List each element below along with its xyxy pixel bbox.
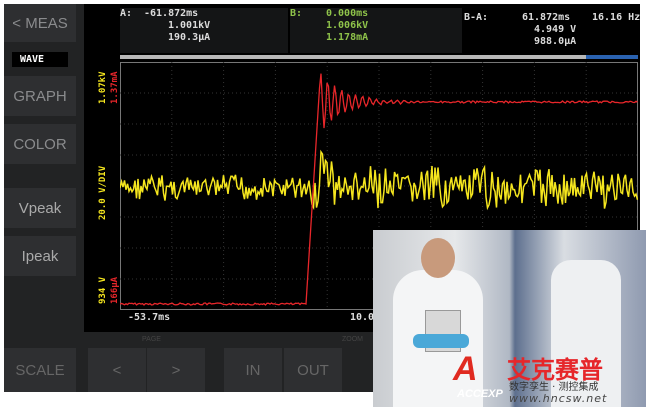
logo-mark-text: ACCEXP — [457, 388, 503, 400]
voltage-top-label: 1.07kV — [98, 71, 108, 104]
cursor-a-label: A: — [120, 8, 133, 19]
vpeak-button[interactable]: Vpeak — [4, 188, 76, 228]
logo-slogan: 数字孪生 · 测控集成 — [509, 382, 599, 393]
cursor-a-current: 190.3µA — [168, 32, 211, 43]
x-axis-left-label: -53.7ms — [128, 312, 171, 323]
delta-current: 988.0µA — [534, 36, 577, 47]
meas-back-button[interactable]: < MEAS — [4, 4, 76, 42]
page-next-button[interactable]: > — [147, 348, 205, 392]
cursor-a-time: -61.872ms — [144, 8, 199, 19]
delta-label: B-A: — [464, 12, 489, 23]
wave-label: WAVE — [12, 52, 68, 67]
frequency: 16.16 Hz — [592, 12, 641, 23]
lab-photo-overlay: A ACCEXP 艾克赛普 数字孪生 · 测控集成 www.hncsw.net — [373, 230, 646, 407]
page-prev-button[interactable]: < — [88, 348, 146, 392]
zoom-in-button[interactable]: IN — [224, 348, 282, 392]
voltage-bottom-label: 934 V — [98, 276, 108, 304]
cursor-b-time: 0.000ms — [326, 8, 369, 19]
delta-time: 61.872ms — [522, 12, 571, 23]
scale-button[interactable]: SCALE — [4, 348, 76, 392]
logo-mark-icon: A — [453, 350, 478, 388]
oscilloscope-screen: < MEAS WAVE GRAPH COLOR Vpeak Ipeak SCAL… — [4, 4, 640, 392]
second-person — [551, 260, 621, 407]
ipeak-button[interactable]: Ipeak — [4, 236, 76, 276]
zoom-out-button[interactable]: OUT — [284, 348, 342, 392]
gloves — [413, 334, 469, 348]
scope-display: A: -61.872ms 1.001kV 190.3µA B: 0.000ms … — [84, 4, 640, 332]
cursor-a-voltage: 1.001kV — [168, 20, 211, 31]
graph-button[interactable]: GRAPH — [4, 76, 76, 116]
logo-brand: 艾克赛普 — [507, 356, 603, 384]
voltage-trace — [120, 149, 638, 211]
cursor-b-readout: B: 0.000ms 1.006kV 1.178mA — [290, 8, 462, 53]
current-trace — [120, 73, 638, 306]
x-axis-right-label: 10.0 — [350, 312, 375, 323]
page-label: PAGE — [142, 336, 161, 343]
logo-url: www.hncsw.net — [509, 392, 608, 405]
delta-voltage: 4.949 V — [534, 24, 577, 35]
cursor-a-readout: A: -61.872ms 1.001kV 190.3µA — [120, 8, 288, 53]
scale-label: 20.0 V/DIV — [98, 165, 108, 220]
cursor-b-voltage: 1.006kV — [326, 20, 369, 31]
cursor-b-current: 1.178mA — [326, 32, 369, 43]
cursor-b-label: B: — [290, 8, 303, 19]
current-top-label: 1.37mA — [110, 71, 120, 104]
waveform-plot — [120, 62, 638, 310]
zoom-label: ZOOM — [342, 336, 363, 343]
person-head — [421, 238, 455, 278]
color-button[interactable]: COLOR — [4, 124, 76, 164]
scrollbar-thumb[interactable] — [586, 55, 638, 59]
scrollbar[interactable] — [120, 55, 638, 59]
current-bottom-label: 166µA — [110, 276, 120, 304]
